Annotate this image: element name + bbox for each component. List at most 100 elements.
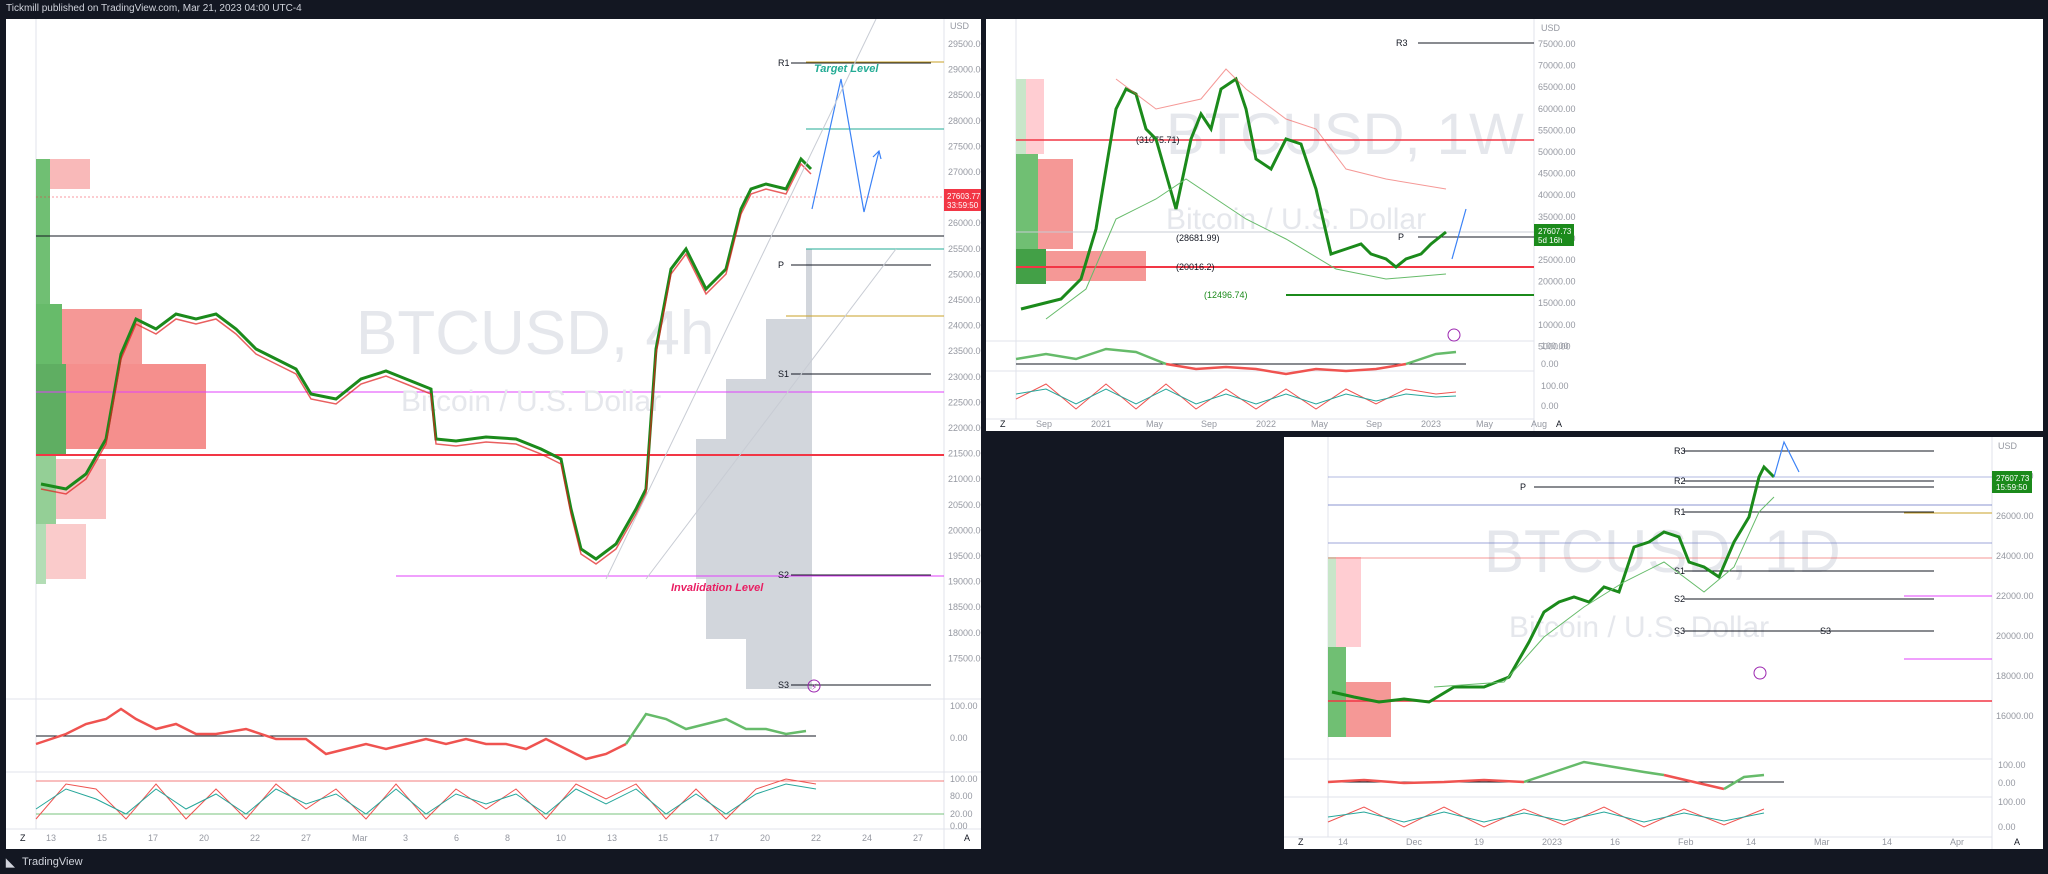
- osc1-axis-bottom-4h: 0.00: [950, 733, 968, 743]
- watermark-name-1w: Bitcoin / U.S. Dollar: [1166, 203, 1426, 236]
- auto-scale-a-button-1w[interactable]: A: [1556, 419, 1562, 429]
- osc2-axis-100-4h: 100.00: [950, 774, 978, 784]
- price-tick-1w-2: 65000.00: [1538, 82, 1576, 92]
- price-tick-1d-4: 20000.00: [1996, 631, 2034, 641]
- price-tick-4h-24: 17500.00: [948, 653, 981, 663]
- price-tick-1w-3: 60000.00: [1538, 104, 1576, 114]
- events-icon[interactable]: [807, 679, 821, 693]
- pivot-s3-label-1d: S3: [1674, 626, 1685, 636]
- osc1-axis-top-4h: 100.00: [950, 701, 978, 711]
- time-tick-1w-7: 2023: [1421, 419, 1441, 429]
- time-tick-4h-16: 24: [862, 833, 872, 843]
- price-tick-4h-12: 23500.00: [948, 346, 981, 356]
- time-tick-4h-15: 22: [811, 833, 821, 843]
- level-label-1w-c: (20016.2): [1176, 262, 1215, 272]
- time-tick-4h-5: 27: [301, 833, 311, 843]
- watermark-name-1d: Bitcoin / U.S. Dollar: [1509, 611, 1769, 644]
- time-tick-1w-4: 2022: [1256, 419, 1276, 429]
- pivot-p-label-1w: P: [1398, 232, 1404, 242]
- time-tick-4h-0: 13: [46, 833, 56, 843]
- price-tick-1w-10: 25000.00: [1538, 255, 1576, 265]
- pivot-p-label: P: [778, 260, 784, 270]
- osc1-axis-bottom-1d: 0.00: [1998, 778, 2016, 788]
- pivot-s1-label-1d: S1: [1674, 566, 1685, 576]
- price-tag-4h: [944, 189, 981, 211]
- chart-4h-svg[interactable]: R1 P S1 S2 S3 BTCUSD, 4h Bitcoin / U.S. …: [6, 19, 981, 849]
- price-tick-4h-4: 27500.00: [948, 141, 981, 151]
- price-tick-4h-10: 24500.00: [948, 295, 981, 305]
- time-axis-1d[interactable]: 14 Dec 19 2023 16 Feb 14 Mar 14 Apr: [1338, 837, 1964, 847]
- publisher-bar: Tickmill published on TradingView.com, M…: [0, 0, 2048, 18]
- time-tick-1d-7: Mar: [1814, 837, 1830, 847]
- osc1-axis-top-1d: 100.00: [1998, 760, 2026, 770]
- time-tick-4h-1: 15: [97, 833, 107, 843]
- auto-scale-a-button-4h[interactable]: A: [964, 833, 970, 843]
- pivot-r1-label-1d: R1: [1674, 507, 1686, 517]
- time-tick-4h-4: 22: [250, 833, 260, 843]
- time-axis-1w[interactable]: Sep 2021 May Sep 2022 May Sep 2023 May Aug: [1036, 419, 1547, 429]
- osc2-axis-80-4h: 80.00: [950, 791, 973, 801]
- price-tick-4h-11: 24000.00: [948, 321, 981, 331]
- svg-text:⚡: ⚡: [811, 683, 817, 693]
- chart-1w-svg[interactable]: BTCUSD, 1W Bitcoin / U.S. Dollar R3 P (3…: [986, 19, 2043, 431]
- chart-pane-1w[interactable]: BTCUSD, 1W Bitcoin / U.S. Dollar R3 P (3…: [986, 19, 2043, 431]
- time-tick-4h-2: 17: [148, 833, 158, 843]
- oscillator-2-1d: 100.00 0.00: [1327, 797, 2026, 832]
- oscillator-1-1d: 100.00 0.00: [1327, 760, 2026, 791]
- price-axis-4h[interactable]: USD 29500.00 29000.00 28500.00 28000.00 2750…: [948, 21, 981, 663]
- pivot-s3-label-1d-b: S3: [1820, 626, 1831, 636]
- chart-1d-svg[interactable]: BTCUSD, 1D Bitcoin / U.S. Dollar R3 R2 P…: [1284, 437, 2043, 849]
- price-axis-1w[interactable]: USD 75000.00 70000.00 65000.00 60000.00 5500…: [1538, 23, 1576, 351]
- time-tick-1w-6: Sep: [1366, 419, 1382, 429]
- pivot-r3-label-1w: R3: [1396, 38, 1408, 48]
- zoom-z-button-1w[interactable]: Z: [1000, 419, 1006, 429]
- price-tick-1w-6: 45000.00: [1538, 169, 1576, 179]
- price-tick-1d-6: 16000.00: [1996, 711, 2034, 721]
- chart-pane-1d[interactable]: BTCUSD, 1D Bitcoin / U.S. Dollar R3 R2 P…: [1284, 437, 2043, 849]
- price-tag-value-4h: 27603.77: [947, 192, 981, 201]
- time-tick-1w-3: Sep: [1201, 419, 1217, 429]
- zoom-z-button-1d[interactable]: Z: [1298, 837, 1304, 847]
- time-tick-1d-5: Feb: [1678, 837, 1694, 847]
- price-tick-4h-1: 29000.00: [948, 65, 981, 75]
- events-icon-1w[interactable]: [1447, 328, 1461, 342]
- price-tick-1w-5: 50000.00: [1538, 147, 1576, 157]
- volume-profile-daily: [1328, 557, 1391, 737]
- time-tick-1d-4: 16: [1610, 837, 1620, 847]
- time-tick-4h-12: 15: [658, 833, 668, 843]
- price-tick-4h-9: 25000.00: [948, 269, 981, 279]
- price-tick-4h-21: 19000.00: [948, 577, 981, 587]
- price-tick-4h-19: 20000.00: [948, 525, 981, 535]
- time-tick-4h-14: 20: [760, 833, 770, 843]
- price-tick-4h-13: 23000.00: [948, 372, 981, 382]
- osc2-axis-0-4h: 0.00: [950, 821, 968, 831]
- time-tick-4h-8: 6: [454, 833, 459, 843]
- price-tick-4h-18: 20500.00: [948, 500, 981, 510]
- pivot-s2-label-1d: S2: [1674, 594, 1685, 604]
- price-tag-timer-1w: 5d 16h: [1538, 236, 1562, 245]
- publisher-line: Tickmill published on TradingView.com, M…: [6, 3, 302, 14]
- events-icon-1d[interactable]: [1753, 666, 1767, 680]
- price-tick-4h-2: 28500.00: [948, 90, 981, 100]
- price-tag-value-1d: 27607.73: [1996, 474, 2030, 483]
- price-tick-4h-7: 26000.00: [948, 218, 981, 228]
- level-label-1w-d: (12496.74): [1204, 290, 1248, 300]
- price-tick-4h-8: 25500.00: [948, 244, 981, 254]
- oscillator-2-4h: 100.00 80.00 20.00 0.00: [35, 774, 978, 831]
- price-tick-1d-2: 24000.00: [1996, 551, 2034, 561]
- osc2-axis-bottom-1d: 0.00: [1998, 822, 2016, 832]
- volume-profile-left: [36, 159, 206, 584]
- time-tick-1d-6: 14: [1746, 837, 1756, 847]
- price-tick-4h-17: 21000.00: [948, 474, 981, 484]
- zoom-z-button-4h[interactable]: Z: [20, 833, 26, 843]
- time-axis-4h[interactable]: 13 15 17 20 22 27 Mar 3 6 8 10 13 15 17 20 22 24 27: [46, 833, 923, 843]
- footer-brand: TradingView: [22, 856, 83, 868]
- pivot-p-label-1d: P: [1520, 482, 1526, 492]
- invalidation-level-label: Invalidation Level: [671, 582, 764, 594]
- pivot-r1-label: R1: [778, 58, 790, 68]
- chart-pane-4h[interactable]: R1 P S1 S2 S3 BTCUSD, 4h Bitcoin / U.S. …: [6, 19, 981, 849]
- oscillator-2-1w: 100.00 0.00: [1015, 381, 1569, 411]
- time-tick-4h-3: 20: [199, 833, 209, 843]
- auto-scale-a-button-1d[interactable]: A: [2014, 837, 2020, 847]
- price-candles-4h: [40, 156, 813, 565]
